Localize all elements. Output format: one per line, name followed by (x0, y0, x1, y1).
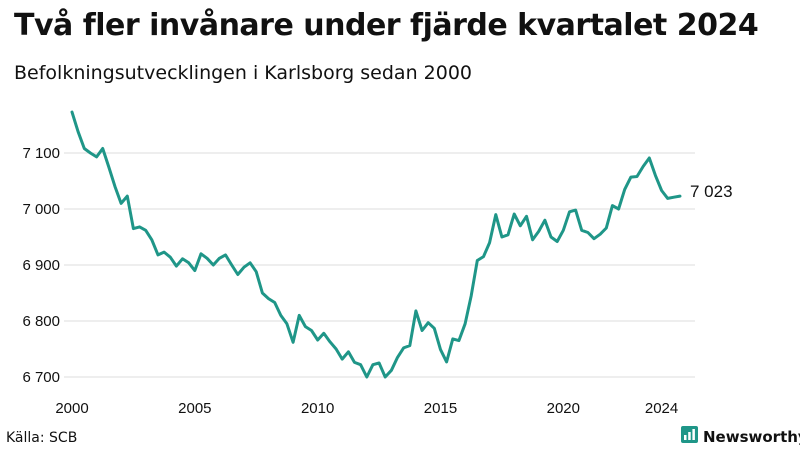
y-tick-label: 6 700 (22, 369, 60, 386)
chart-subtitle: Befolkningsutvecklingen i Karlsborg seda… (14, 62, 473, 84)
x-tick-label: 2000 (55, 400, 88, 417)
x-tick-label: 2015 (424, 400, 457, 417)
brand-logo: Newsworthy (681, 426, 800, 448)
x-tick-label: 2005 (178, 400, 211, 417)
population-series-line (70, 110, 682, 379)
x-axis-ticks: 2000 2005 2010 2015 2020 2024 (55, 400, 678, 417)
y-tick-label: 7 100 (22, 145, 60, 162)
y-axis-ticks: 6 700 6 800 6 900 7 000 7 100 (22, 145, 60, 386)
x-tick-label: 2010 (301, 400, 334, 417)
y-tick-label: 6 900 (22, 257, 60, 274)
bar-chart-icon (681, 426, 698, 448)
brand-name: Newsworthy (703, 428, 800, 446)
series-layer (70, 110, 682, 379)
source-note: Källa: SCB (6, 430, 78, 446)
y-tick-label: 7 000 (22, 201, 60, 218)
end-value-label: 7 023 (690, 182, 733, 201)
x-tick-label: 2024 (645, 400, 678, 417)
grid-lines (64, 152, 695, 378)
x-tick-label: 2020 (547, 400, 580, 417)
y-tick-label: 6 800 (22, 313, 60, 330)
chart-title: Två fler invånare under fjärde kvartalet… (14, 8, 759, 43)
